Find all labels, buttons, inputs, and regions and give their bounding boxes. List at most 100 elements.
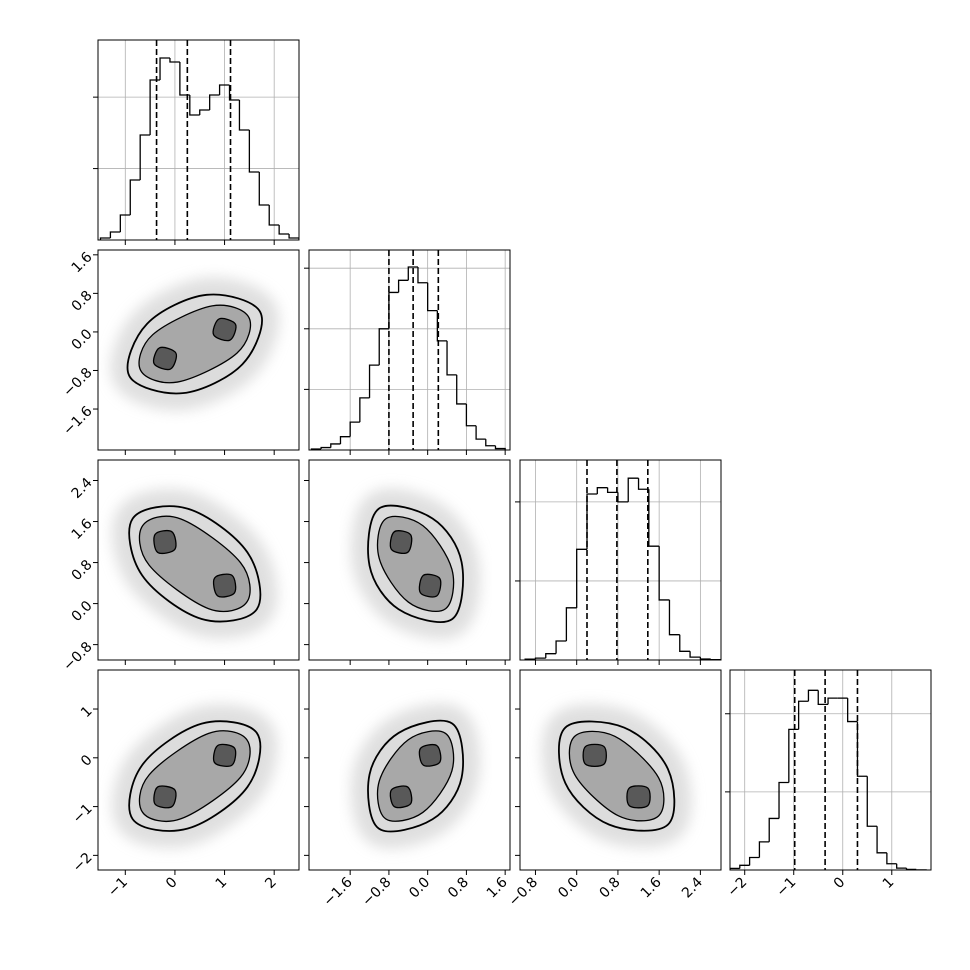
panel: [93, 39, 300, 245]
hist-bin: [699, 657, 711, 660]
panel-frame: [729, 669, 932, 871]
hist-bin: [465, 403, 477, 427]
panel-content: [110, 277, 279, 411]
hist-bin: [856, 721, 868, 777]
hist-bin: [368, 364, 380, 398]
hist-bin: [378, 328, 389, 366]
contour: [389, 530, 413, 554]
panel-content: [98, 40, 299, 240]
panel: −0.8 0.0 0.8 1.6 2.4: [506, 669, 722, 910]
hist-bin: [739, 864, 750, 869]
hist-bin: [576, 548, 587, 608]
hist-bin: [689, 651, 701, 658]
hist-bin: [139, 134, 151, 180]
hist-bin: [330, 443, 341, 448]
hist-bin: [494, 445, 506, 450]
x-tick-label: −1: [105, 874, 131, 900]
contour: [626, 785, 651, 809]
contour: [212, 743, 237, 767]
hist-bin: [534, 657, 546, 660]
hist-bin: [268, 205, 280, 226]
x-tick-label: 1.6: [638, 874, 665, 901]
x-tick-label: 0.8: [445, 874, 472, 901]
hist-bin: [817, 690, 829, 706]
panel-content: [309, 250, 510, 450]
y-tick-label: 0: [78, 752, 96, 770]
hist-bin: [896, 863, 907, 869]
hist-bin: [179, 62, 190, 96]
x-tick-label: 0.8: [597, 874, 624, 901]
hist-bin: [658, 546, 670, 601]
hist-bin: [218, 84, 230, 95]
hist-bin: [886, 852, 897, 865]
panel: −2 −1 0 1: [724, 669, 932, 900]
y-tick-label: 0.0: [69, 326, 96, 353]
x-tick-label: 1: [213, 874, 231, 892]
contour: [582, 743, 607, 767]
contour: [418, 743, 442, 767]
y-tick-label: 0.8: [69, 288, 96, 315]
contour: [212, 573, 237, 598]
y-tick-label: 0.0: [69, 598, 96, 625]
panel: [304, 249, 511, 455]
y-tick-label: −2: [70, 850, 96, 876]
hist-bin: [807, 689, 819, 702]
contour: [212, 317, 237, 342]
hist-bin: [339, 436, 351, 444]
hist-bin: [248, 130, 260, 173]
panel-frame: [308, 249, 511, 451]
hist-bin: [436, 310, 448, 342]
hist-bin: [637, 478, 649, 490]
hist-bin: [778, 781, 789, 819]
panel: −0.8 0.0 0.8 1.6 2.4: [60, 459, 300, 674]
x-tick-label: 2.4: [679, 874, 706, 901]
panel-frame: [97, 39, 300, 241]
panel-content: [520, 460, 721, 660]
y-tick-label: 0.8: [69, 557, 96, 584]
hist-bin: [827, 697, 838, 705]
x-tick-label: 0: [831, 874, 849, 892]
x-tick-label: −0.8: [359, 874, 394, 909]
hist-bin: [159, 57, 170, 80]
hist-bin: [238, 100, 250, 131]
panel-content: [730, 670, 931, 870]
y-tick-label: 1.6: [69, 516, 96, 543]
hist-bin: [278, 225, 290, 235]
panel: −1.6−0.80.00.81.6: [60, 249, 300, 455]
hist-bin: [456, 374, 467, 405]
y-tick-label: −1.6: [60, 403, 95, 438]
hist-bin: [748, 856, 760, 866]
hist-bin: [668, 599, 680, 636]
hist-bin: [627, 477, 639, 502]
y-tick-label: 1: [78, 703, 96, 721]
hist-bin: [768, 817, 780, 842]
x-tick-label: 0.0: [406, 874, 433, 901]
hist-bin: [119, 214, 131, 232]
panel-frame: [97, 669, 300, 871]
contour: [418, 573, 442, 598]
hist-bin: [797, 700, 809, 730]
y-tick-label: 2.4: [69, 475, 96, 502]
hist-bin: [320, 446, 331, 450]
hist-bin: [847, 698, 858, 723]
panel-content: [351, 488, 480, 640]
contour: [153, 785, 177, 809]
hist-bin: [730, 867, 740, 870]
hist-bin: [417, 266, 428, 284]
x-tick-label: 2: [262, 874, 280, 892]
panel-frame: [308, 459, 511, 661]
hist-bin: [397, 279, 409, 293]
hist-bin: [288, 234, 299, 240]
hist-bin: [648, 489, 660, 547]
panel-frame: [97, 459, 300, 661]
hist-bin: [758, 841, 770, 858]
hist-bin: [349, 421, 360, 437]
contour: [153, 529, 177, 555]
hist-bin: [109, 231, 121, 238]
hist-bin: [189, 95, 200, 116]
x-tick-label: 1: [880, 874, 898, 892]
hist-bin: [555, 640, 567, 654]
